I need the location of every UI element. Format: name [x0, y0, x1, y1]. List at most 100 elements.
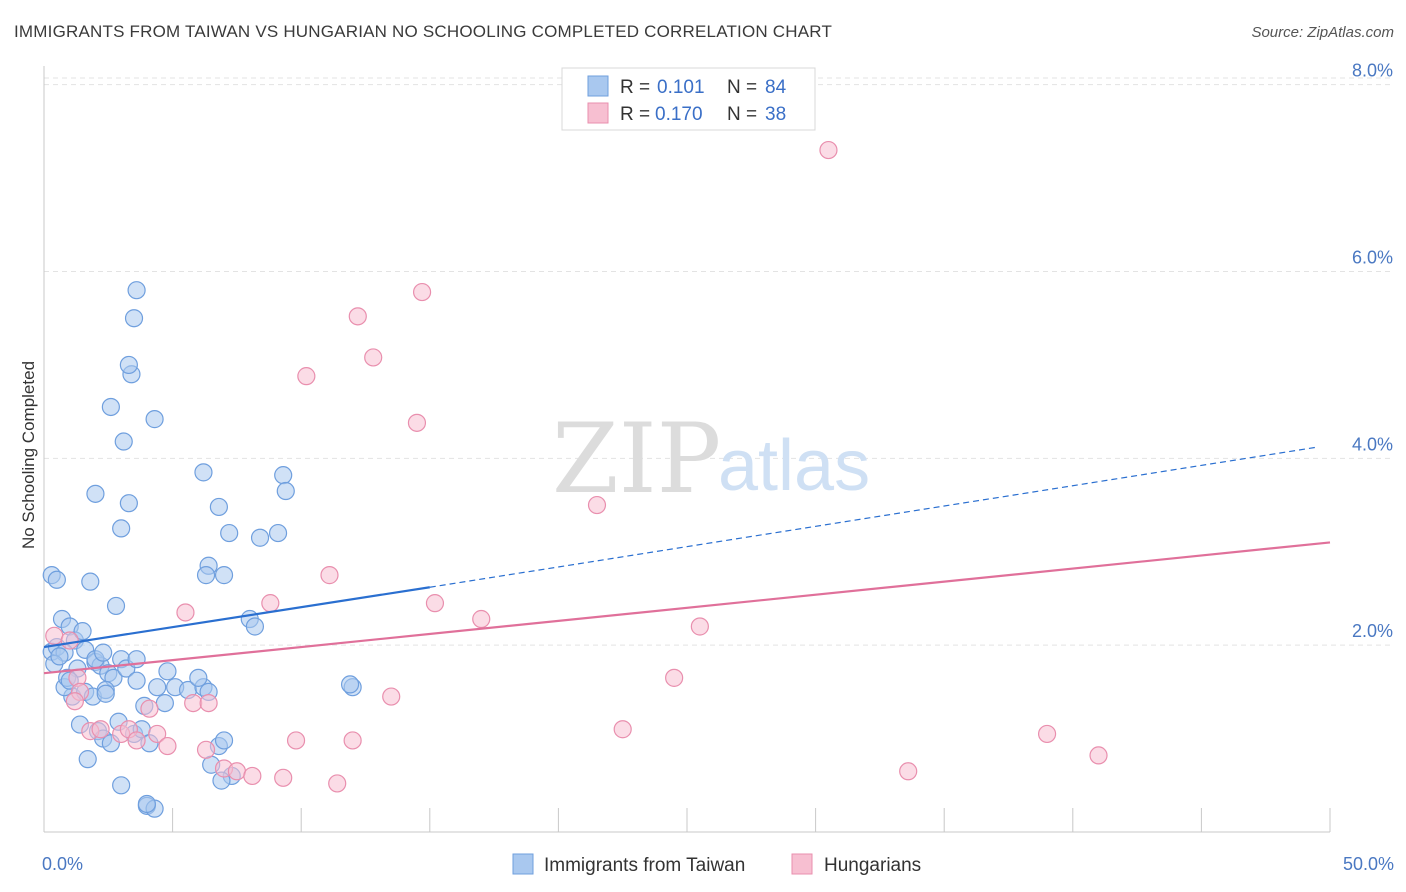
y-tick-label: 6.0%: [1352, 248, 1393, 268]
data-points: [42, 140, 1108, 818]
bottom-legend: Immigrants from Taiwan Hungarians: [512, 853, 921, 876]
hungarian-point: [665, 668, 684, 687]
bottom-legend-swatch-taiwan: [512, 853, 534, 875]
legend-swatch-hungarians: [587, 102, 609, 124]
hungarian-point: [343, 731, 362, 750]
hungarian-point: [328, 774, 347, 793]
taiwan-point: [81, 572, 100, 591]
hungarian-point: [472, 609, 491, 629]
taiwan-point: [112, 776, 131, 795]
taiwan-point: [119, 494, 138, 513]
taiwan-point: [340, 675, 360, 694]
hungarian-point: [261, 594, 280, 613]
watermark-atlas: atlas: [718, 426, 870, 506]
taiwan-point: [214, 566, 234, 585]
hungarian-point: [45, 626, 64, 645]
x-tick-label: 0.0%: [42, 854, 83, 874]
legend-n-value-hungarians: 38: [765, 104, 786, 125]
bottom-legend-swatch-hungarians: [791, 853, 813, 875]
hungarian-point: [1037, 724, 1057, 744]
taiwan-point: [112, 519, 131, 538]
hungarian-point: [320, 566, 339, 585]
taiwan-point: [274, 466, 293, 485]
hungarian-point: [158, 736, 177, 756]
hungarian-point: [690, 617, 709, 636]
taiwan-point: [119, 355, 138, 375]
hungarian-point: [184, 693, 203, 713]
watermark-zip: ZIP: [552, 403, 721, 515]
taiwan-point: [145, 410, 164, 429]
taiwan-point: [158, 662, 177, 681]
hungarian-point: [899, 762, 918, 781]
taiwan-point: [148, 678, 167, 697]
axes: 2.0% 4.0% 6.0% 8.0% 0.0% 50.0%: [42, 61, 1394, 874]
taiwan-point: [137, 794, 156, 814]
legend-r-value-taiwan: 0.101: [657, 77, 705, 98]
taiwan-point: [276, 481, 295, 501]
hungarian-point: [587, 495, 607, 515]
hungarian-point: [65, 692, 84, 711]
legend-r-label-hungarians: R =: [620, 104, 650, 125]
hungarian-point: [196, 740, 216, 759]
taiwan-point: [73, 622, 92, 641]
hungarian-point: [176, 603, 195, 622]
watermark: ZIP atlas: [552, 403, 870, 515]
bottom-legend-label-hungarians: Hungarians: [824, 855, 921, 876]
taiwan-point: [214, 731, 234, 750]
hungarian-point: [412, 282, 432, 302]
taiwan-point: [114, 432, 133, 451]
y-tick-label: 2.0%: [1352, 621, 1393, 641]
taiwan-point: [220, 523, 239, 543]
y-tick-label: 8.0%: [1352, 61, 1393, 81]
source-label: Source: ZipAtlas.com: [1251, 24, 1394, 41]
y-tick-label: 4.0%: [1352, 434, 1393, 454]
hungarian-point: [127, 731, 146, 750]
legend-r-label-taiwan: R =: [620, 77, 650, 98]
hungarian-point: [613, 720, 632, 739]
taiwan-point: [127, 281, 146, 300]
hungarian-point: [274, 768, 293, 787]
taiwan-point: [189, 668, 208, 687]
trend-lines: [43, 446, 1331, 675]
hungarian-point: [60, 631, 79, 650]
chart-title: IMMIGRANTS FROM TAIWAN VS HUNGARIAN NO S…: [14, 22, 833, 41]
legend-n-label-hungarians: N =: [727, 104, 757, 125]
hungarian-point: [1089, 746, 1108, 765]
taiwan-point: [245, 617, 265, 636]
legend-r-value-hungarians: 0.170: [655, 104, 703, 125]
taiwan-point: [86, 484, 105, 503]
taiwan-point: [50, 647, 69, 666]
x-tick-label: 50.0%: [1343, 854, 1394, 874]
y-axis-label: No Schooling Completed: [19, 361, 38, 549]
hungarian-point: [364, 348, 383, 367]
taiwan-point: [196, 566, 216, 585]
taiwan-point: [124, 309, 144, 328]
hungarian-point: [148, 724, 167, 744]
taiwan-point: [268, 523, 288, 543]
taiwan-point: [127, 671, 146, 690]
legend-n-label-taiwan: N =: [727, 77, 757, 98]
hungarian-point: [348, 307, 367, 326]
taiwan-point: [209, 497, 228, 517]
taiwan-point: [250, 528, 270, 547]
taiwan-point: [194, 463, 213, 482]
hungarian-point: [227, 762, 246, 781]
legend: R = 0.101 N = 84 R = 0.170 N = 38: [561, 67, 816, 131]
grid: [44, 77, 1392, 646]
hungarian-point: [382, 687, 401, 706]
hungarian-point: [425, 594, 445, 613]
hungarian-point: [297, 367, 316, 386]
taiwan-point: [155, 693, 174, 713]
hungarian-point: [91, 720, 110, 739]
legend-n-value-taiwan: 84: [765, 77, 787, 98]
taiwan-point: [94, 643, 113, 662]
hungarian-point: [140, 699, 159, 718]
hungarian-point: [243, 766, 262, 786]
bottom-legend-label-taiwan: Immigrants from Taiwan: [544, 855, 745, 876]
taiwan-point: [47, 570, 66, 589]
hungarian-point: [199, 693, 218, 713]
taiwan-point: [101, 397, 120, 417]
hungarian-trend-line: [43, 541, 1331, 675]
taiwan-point: [78, 750, 97, 769]
